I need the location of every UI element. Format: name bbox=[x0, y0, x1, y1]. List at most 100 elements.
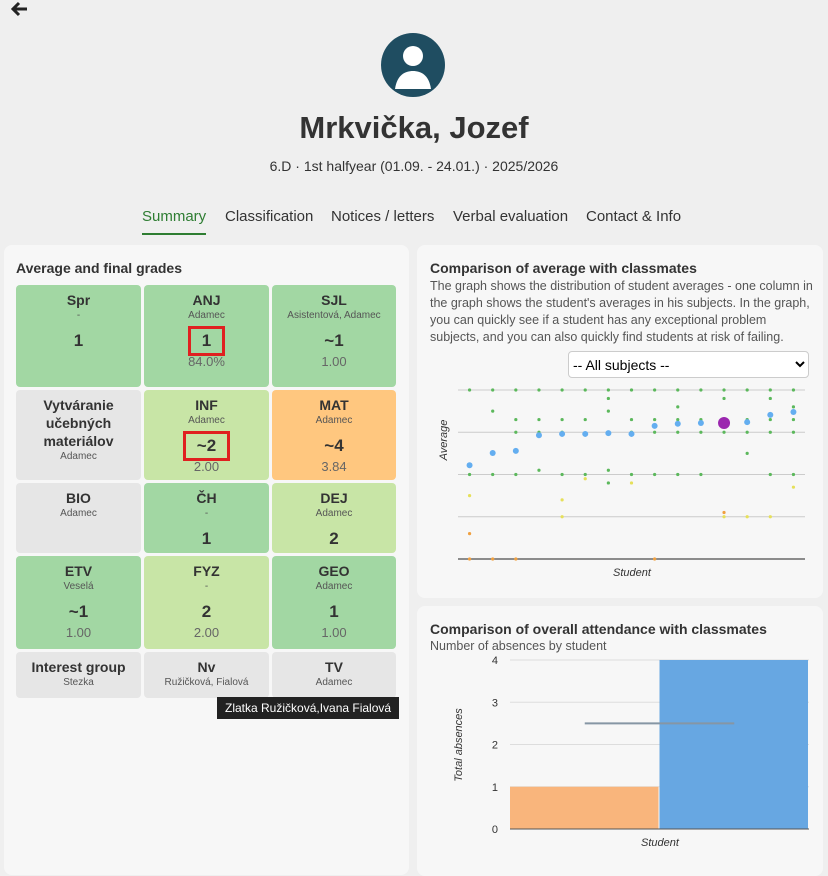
point bbox=[560, 417, 564, 422]
subject: INF bbox=[195, 397, 218, 413]
point bbox=[653, 388, 657, 392]
point bbox=[653, 472, 657, 477]
teacher: - bbox=[76, 310, 81, 321]
point bbox=[491, 557, 495, 561]
tab[interactable]: Verbal evaluation bbox=[453, 208, 569, 225]
point bbox=[514, 472, 518, 477]
teacher: Adamec bbox=[188, 415, 225, 426]
point bbox=[791, 472, 796, 477]
point bbox=[791, 405, 796, 409]
grade-tile: BIO Adamec bbox=[16, 483, 141, 553]
teacher: Adamec bbox=[315, 508, 353, 519]
back-button[interactable] bbox=[8, 0, 32, 20]
card-title: Average and final grades bbox=[16, 260, 182, 276]
subject: DEJ bbox=[320, 490, 348, 506]
grade-tile: MAT Adamec ~4 3.84 bbox=[272, 390, 396, 480]
chart-subtitle: Number of absences by student bbox=[430, 639, 607, 653]
teacher: Asistentová, Adamec bbox=[287, 310, 381, 321]
subject: FYZ bbox=[193, 563, 220, 579]
point bbox=[606, 388, 610, 392]
chart-subtitle: The graph shows the distribution of stud… bbox=[430, 279, 813, 344]
point bbox=[583, 388, 587, 392]
average: 2.00 bbox=[193, 459, 220, 474]
point bbox=[629, 472, 634, 477]
subject: SJL bbox=[321, 292, 347, 308]
point bbox=[790, 408, 797, 415]
grade: ~1 bbox=[68, 602, 89, 621]
point bbox=[745, 388, 749, 392]
point bbox=[768, 472, 772, 477]
point bbox=[491, 388, 495, 392]
point bbox=[629, 481, 634, 485]
grade: 1 bbox=[201, 529, 212, 548]
grade: 1 bbox=[329, 602, 339, 621]
point bbox=[535, 432, 542, 439]
point bbox=[722, 430, 726, 434]
student-subtitle: 6.D · 1st halfyear (01.09. - 24.01.) · 2… bbox=[269, 158, 559, 174]
subject-filter[interactable]: -- All subjects -- bbox=[568, 351, 809, 378]
average: 1.00 bbox=[321, 354, 347, 369]
bar bbox=[659, 660, 808, 829]
point bbox=[791, 430, 796, 434]
subject: Nv bbox=[197, 659, 216, 675]
average: 84.0% bbox=[188, 354, 225, 369]
point bbox=[676, 417, 680, 422]
tab[interactable]: Summary bbox=[142, 208, 207, 235]
point bbox=[653, 557, 657, 561]
point bbox=[745, 430, 749, 434]
x-axis-label: Student bbox=[613, 567, 652, 579]
point bbox=[722, 388, 726, 392]
grade: 1 bbox=[73, 331, 84, 350]
point bbox=[676, 430, 680, 434]
point bbox=[514, 430, 518, 434]
bar-chart: Total absences Student 0 1 2 3 4 bbox=[453, 655, 809, 849]
subject: ANJ bbox=[192, 292, 221, 308]
y-tick-label: 1 bbox=[492, 782, 498, 794]
grade-tile: Nv Ružičková, Fialová bbox=[144, 652, 269, 698]
y-tick-label: 0 bbox=[492, 824, 498, 836]
point bbox=[560, 515, 564, 519]
grade-tile: ETV Veselá ~1 1.00 bbox=[16, 556, 141, 649]
point bbox=[629, 388, 634, 392]
tab[interactable]: Contact & Info bbox=[586, 208, 682, 225]
average: 3.84 bbox=[321, 459, 347, 474]
point bbox=[697, 419, 704, 426]
point bbox=[514, 417, 518, 422]
point bbox=[467, 557, 472, 561]
subject: Vytváranie učebných materiálov bbox=[43, 397, 114, 449]
grade-tile: SJL Asistentová, Adamec ~1 1.00 bbox=[272, 285, 396, 387]
point bbox=[514, 388, 518, 392]
point bbox=[606, 468, 610, 472]
point bbox=[768, 430, 772, 434]
teacher: - bbox=[204, 581, 209, 592]
teacher: Veselá bbox=[63, 581, 94, 592]
point bbox=[699, 388, 703, 392]
tab[interactable]: Classification bbox=[225, 208, 314, 225]
point bbox=[606, 409, 610, 413]
point bbox=[466, 462, 473, 469]
point bbox=[699, 472, 703, 477]
point bbox=[768, 515, 772, 519]
grade-tile: Vytváranie učebných materiálov Adamec bbox=[16, 390, 141, 480]
point bbox=[489, 449, 496, 456]
point bbox=[583, 477, 587, 481]
point bbox=[512, 447, 519, 454]
teacher: Adamec bbox=[60, 451, 97, 462]
tooltip: Zlatka Ružičková,Ivana Fialová bbox=[217, 697, 400, 719]
subject: TV bbox=[325, 659, 343, 675]
grade-tile: GEO Adamec 1 1.00 bbox=[272, 556, 396, 649]
tab[interactable]: Notices / letters bbox=[331, 208, 435, 225]
chart-card: Comparison of average with classmates Th… bbox=[417, 245, 823, 598]
point bbox=[653, 417, 657, 422]
grade-tile: FYZ - 2 2.00 bbox=[144, 556, 269, 649]
subject: MAT bbox=[319, 397, 349, 413]
point bbox=[514, 557, 518, 561]
average: 2.00 bbox=[193, 625, 220, 640]
average: 1.00 bbox=[65, 625, 92, 640]
point bbox=[491, 409, 495, 413]
point bbox=[491, 472, 495, 477]
grade-tile: TV Adamec bbox=[272, 652, 396, 698]
teacher: - bbox=[204, 508, 209, 519]
y-tick-label: 4 bbox=[492, 655, 498, 667]
grade-tile: Interest group Stezka bbox=[16, 652, 141, 698]
